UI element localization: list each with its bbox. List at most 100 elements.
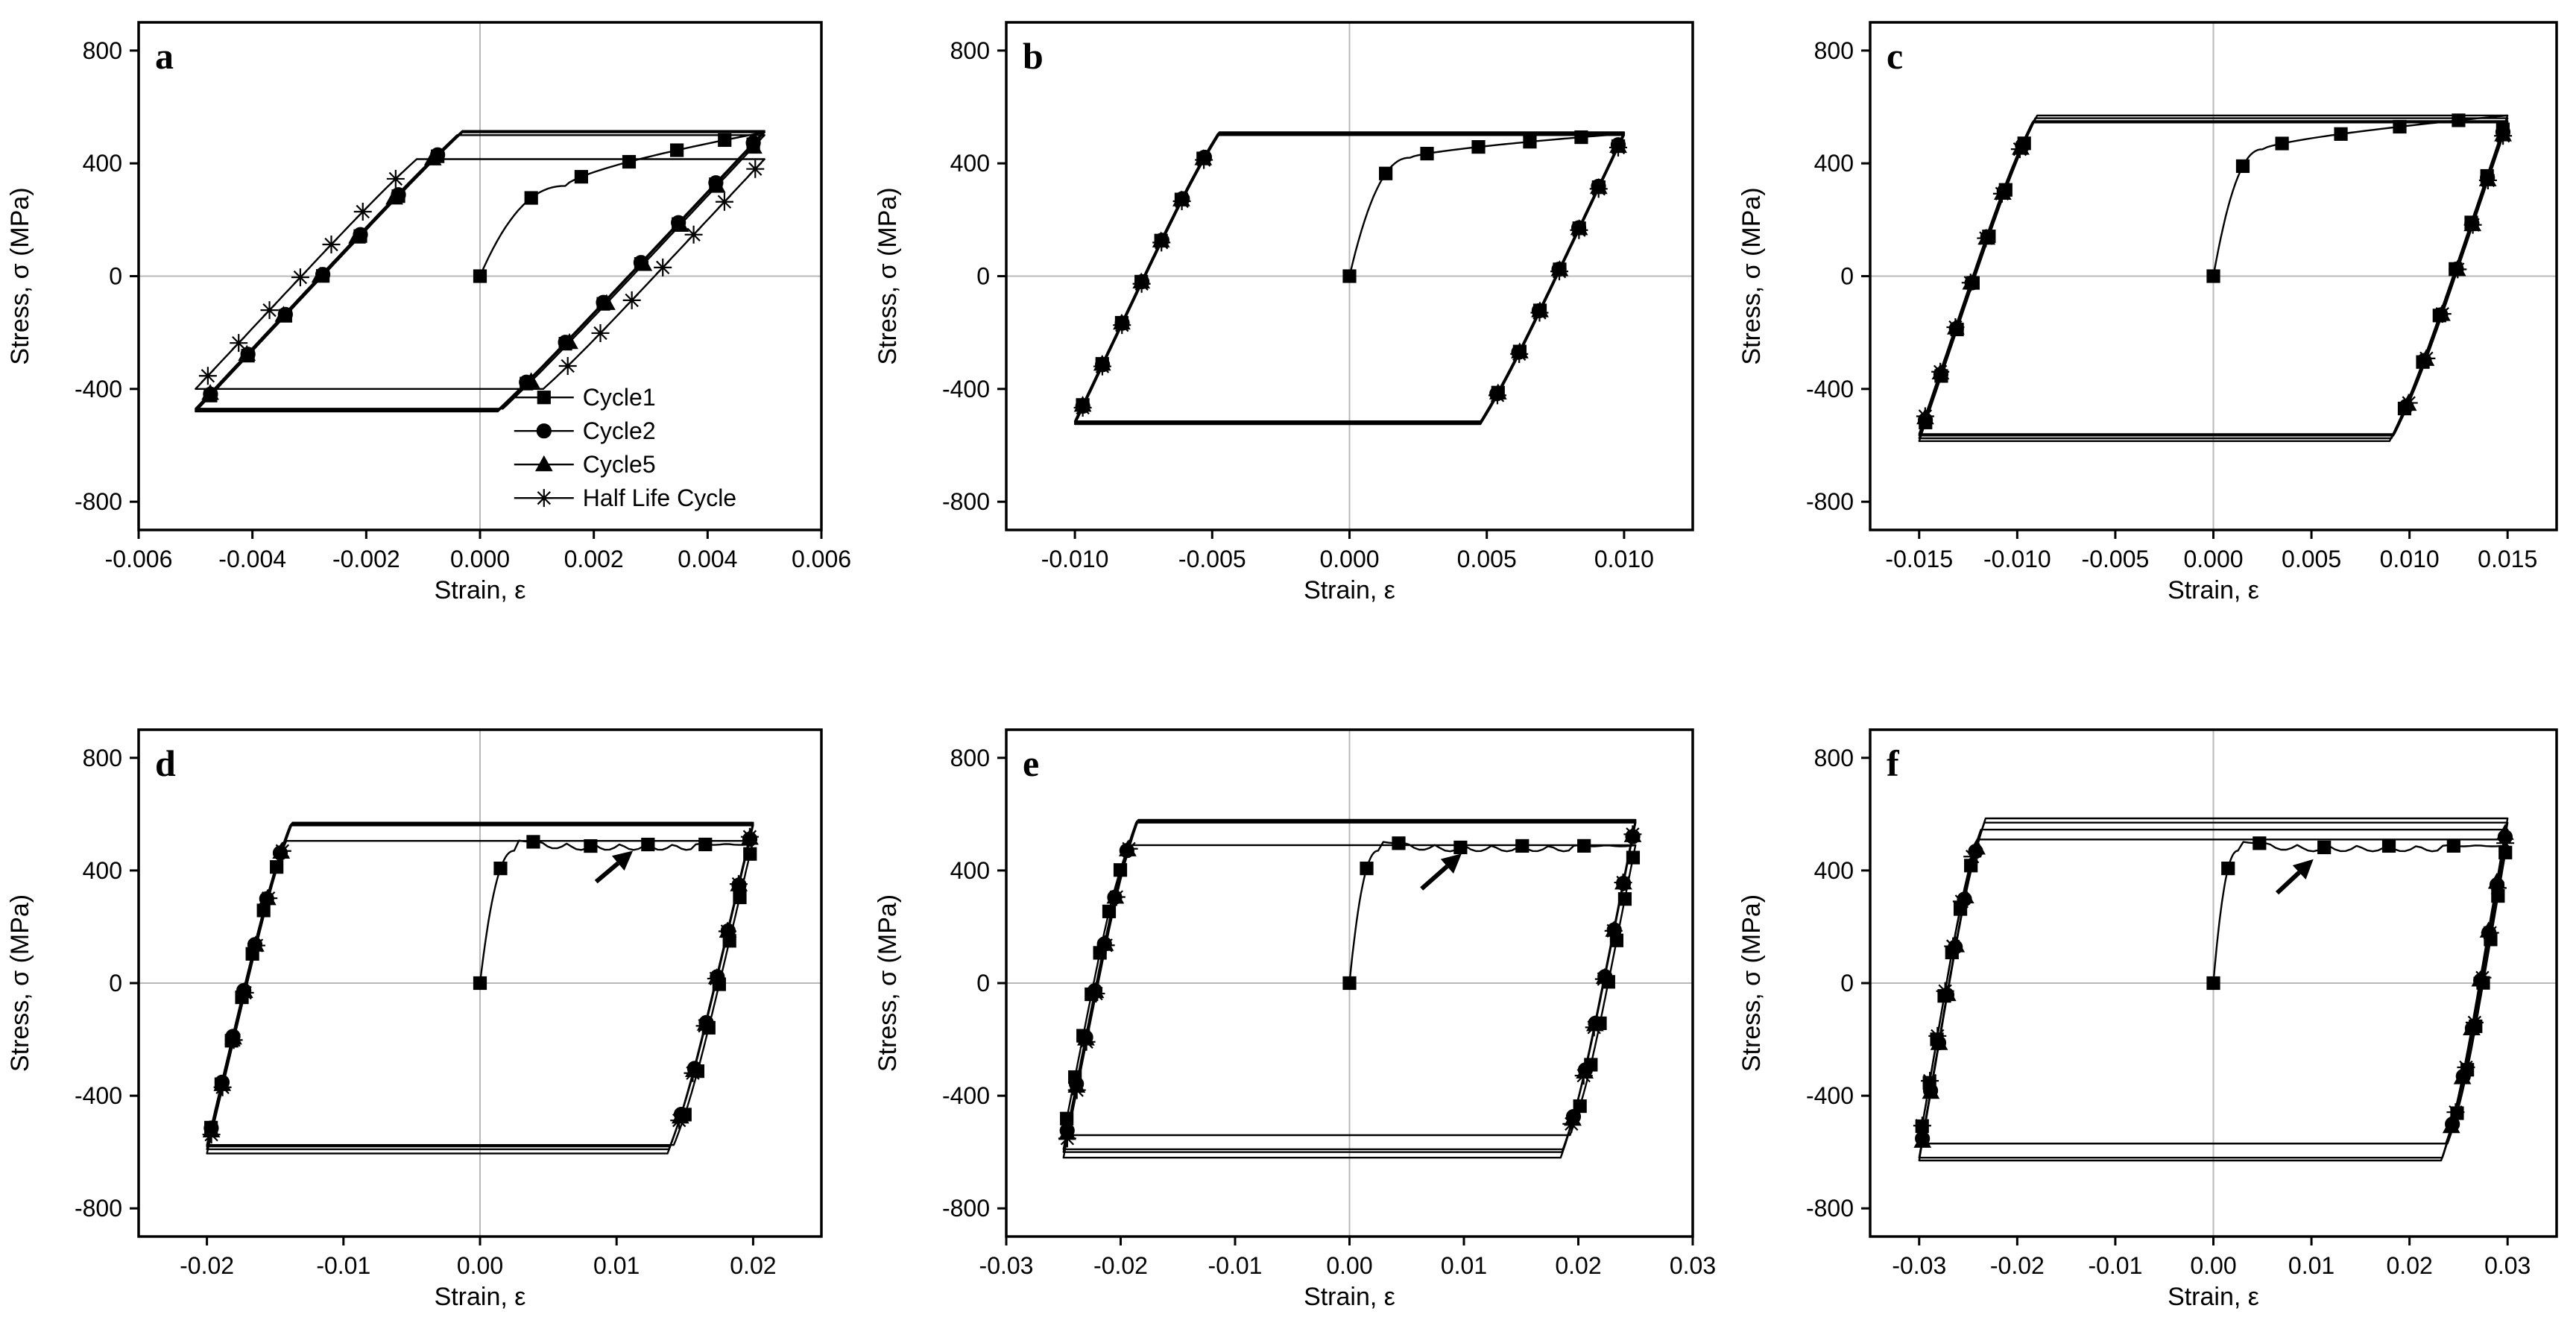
y-axis-label: Stress, σ (MPa) [6,894,34,1072]
cycle1-marker [474,977,486,989]
half-life-cycle-marker [230,334,247,352]
half-life-cycle-marker [1595,970,1613,988]
y-tick-label: 400 [950,150,990,177]
cycle1-marker [1061,1113,1073,1125]
x-tick-label: 0.01 [2288,1252,2334,1279]
y-tick-label: 0 [1840,970,1854,997]
half-life-cycle-marker [1936,982,1954,1000]
y-tick-label: 800 [950,37,990,64]
cycle1-marker [525,192,537,204]
half-life-cycle-marker [1928,1027,1946,1045]
cycle1-marker [271,861,282,873]
x-tick-label: 0.000 [450,546,510,572]
cycle1-marker [1516,840,1528,852]
y-axis-label: Stress, σ (MPa) [874,187,902,364]
x-tick-label: -0.015 [1885,546,1953,572]
cycle1-initial-loading [2214,842,2508,983]
cycle1-marker [1114,864,1126,876]
cycle1-marker [1421,148,1433,160]
x-tick-label: -0.01 [1208,1252,1263,1279]
half-life-cycle-marker [2466,1014,2484,1032]
x-tick-label: -0.03 [1892,1252,1946,1279]
y-tick-label: -800 [75,488,122,515]
cycle1-marker [1473,141,1485,153]
x-tick-label: 0.000 [1319,546,1379,572]
y-tick-label: 400 [1814,150,1854,177]
y-tick-label: -400 [942,376,990,402]
x-tick-label: 0.010 [1594,546,1654,572]
y-tick-label: 800 [1814,37,1854,64]
x-tick-label: 0.01 [593,1252,640,1279]
half-life-cycle-marker [1530,304,1548,322]
annotation-arrow-shaft [596,863,619,882]
x-tick-label: 0.010 [2380,546,2440,572]
cycle1-initial-loading [1350,842,1636,983]
half-life-cycle-marker [1173,192,1191,210]
y-tick-label: 400 [950,857,990,884]
cycle1-marker [474,271,486,282]
half-life-cycle-marker [1133,275,1151,293]
y-tick-label: 800 [83,37,122,64]
half-life-cycle-marker [247,937,265,955]
cycle1-marker [642,839,654,850]
x-tick-label: 0.006 [792,546,851,572]
half-life-cycle-marker [2479,171,2497,189]
half-life-cycle-marker [1944,938,1962,956]
cycle1-marker [1619,893,1631,905]
half-life-cycle-marker [225,1031,243,1049]
half-life-cycle-marker [1510,345,1528,363]
y-tick-label: -400 [75,1082,122,1109]
y-tick-label: 400 [1814,857,1854,884]
cycle1-marker [2383,840,2395,852]
cycle1-marker [699,839,711,850]
cycle1-marker [527,836,539,847]
half-life-cycle-marker [2457,1058,2475,1076]
x-tick-label: 0.02 [730,1252,776,1279]
y-tick-label: 0 [109,263,122,290]
half-life-cycle-marker [1585,1018,1603,1036]
half-life-cycle-marker [685,226,703,244]
x-axis-label: Strain, ε [1304,576,1395,604]
cycle1-marker [671,145,683,157]
y-tick-label: 0 [976,970,990,997]
legend-marker [538,391,550,403]
cycle1-marker [1524,136,1535,148]
x-tick-label: 0.004 [678,546,737,572]
legend-label: Cycle5 [583,451,656,478]
cycle1-marker [2335,128,2347,140]
cycle1-marker [1344,977,1356,989]
y-tick-label: 0 [109,970,122,997]
half-life-cycle-marker [2494,127,2512,145]
x-tick-label: 0.02 [2387,1252,2433,1279]
half-life-cycle-marker [2011,140,2029,158]
panel-letter: f [1887,742,1900,784]
half-life-cycle-marker [323,236,341,253]
y-axis-label: Stress, σ (MPa) [1737,187,1766,364]
cycle1-initial-loading [1350,133,1624,276]
panel-d: -0.02 -0.01 0.00 0.01 0.02 -800 -400 0 400 800 Str… [6,730,821,1311]
x-axis-label: Strain, ε [2168,576,2259,604]
x-tick-label: 0.015 [2478,546,2537,572]
half-life-cycle-marker [1562,1115,1580,1133]
y-tick-label: 800 [1814,745,1854,771]
cycle1-marker [575,171,587,183]
y-tick-label: -800 [942,488,990,515]
x-tick-label: 0.005 [2282,546,2341,572]
legend-label: Cycle1 [583,384,656,411]
legend-label: Cycle2 [583,417,656,444]
x-tick-label: -0.01 [2088,1252,2142,1279]
half-life-cycle-marker [2446,1103,2464,1121]
x-axis-label: Strain, ε [435,576,526,604]
y-tick-label: 0 [1840,263,1854,290]
x-tick-label: 0.00 [457,1252,503,1279]
half-life-cycle-marker [1575,1067,1593,1084]
cycle1-marker [494,862,506,874]
cycle1-marker [1578,840,1590,852]
half-life-cycle-marker [716,193,733,211]
cycle1-marker [2208,271,2220,282]
x-tick-label: 0.002 [564,546,624,572]
x-tick-label: 0.01 [1441,1252,1487,1279]
half-life-cycle-marker [1570,221,1588,239]
x-tick-label: -0.02 [180,1252,234,1279]
x-axis-label: Strain, ε [2168,1283,2259,1311]
